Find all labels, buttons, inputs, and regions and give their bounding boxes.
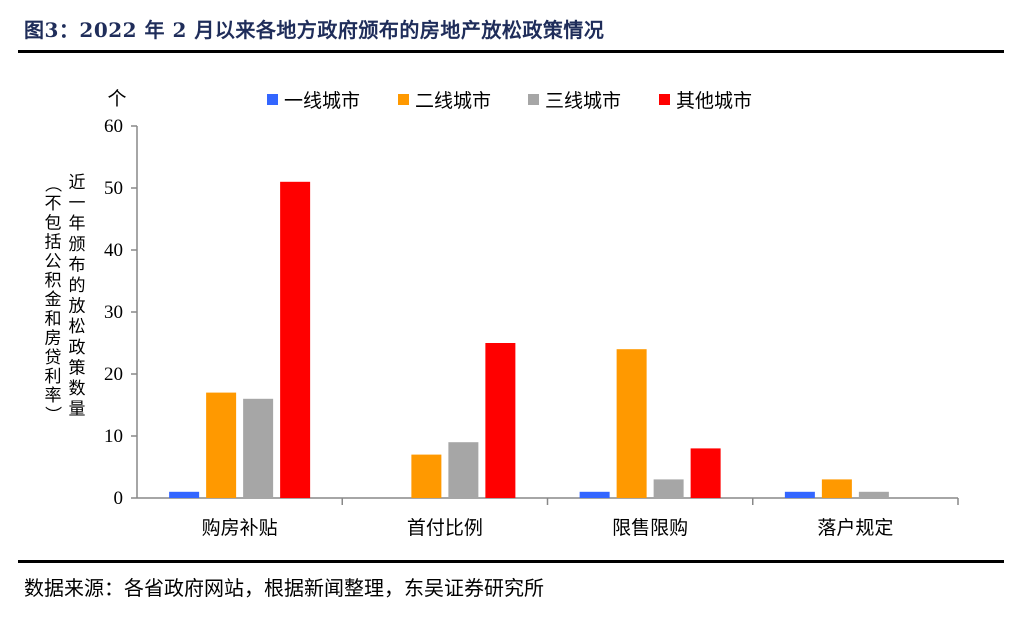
figure-source: 数据来源：各省政府网站，根据新闻整理，东吴证券研究所	[24, 576, 544, 600]
legend-label: 二线城市	[415, 90, 491, 112]
y-title-char: 一	[69, 194, 86, 214]
bottom-rule	[18, 560, 1004, 563]
y-tick-label: 60	[104, 116, 123, 137]
x-category-label: 购房补贴	[202, 517, 278, 539]
bar	[653, 479, 684, 498]
y-title-char: 政	[69, 338, 86, 358]
y-title-char: 放	[69, 297, 86, 317]
bar	[411, 454, 442, 498]
bar	[690, 448, 721, 498]
bar	[485, 343, 516, 498]
y-title-char: 和	[45, 309, 62, 329]
bar	[579, 491, 610, 498]
x-category-label: 落户规定	[817, 517, 893, 539]
y-title-char: 金	[45, 290, 62, 310]
legend-label: 其他城市	[676, 90, 752, 112]
legend-swatch	[659, 94, 670, 105]
y-title-char: （	[42, 176, 62, 193]
y-title-char: 松	[69, 317, 86, 337]
bar	[206, 392, 237, 498]
legend-label: 三线城市	[545, 90, 621, 112]
y-tick-label: 20	[104, 364, 123, 385]
y-title-char: ）	[42, 406, 62, 423]
bar	[280, 181, 311, 499]
bar	[784, 491, 815, 498]
y-title-char: 房	[45, 329, 62, 349]
y-title-char: 包	[45, 213, 62, 233]
legend-swatch	[398, 94, 409, 105]
legend-label: 一线城市	[284, 90, 360, 112]
x-category-label: 限售限购	[612, 517, 688, 539]
y-tick-label: 50	[104, 178, 123, 199]
y-title-char: 的	[69, 276, 86, 296]
y-tick-label: 30	[104, 302, 123, 323]
x-category-label: 首付比例	[407, 517, 483, 539]
y-unit-label: 个	[107, 88, 126, 110]
y-title-char: 量	[69, 400, 86, 420]
y-title-char: 不	[45, 194, 62, 214]
bar	[169, 491, 200, 498]
y-title-char: 公	[45, 252, 62, 272]
bar	[448, 442, 479, 498]
y-tick-label: 0	[114, 488, 124, 509]
y-title-char: 数	[69, 379, 86, 399]
figure-title: 图3：2022 年 2 月以来各地方政府颁布的房地产放松政策情况	[24, 18, 605, 42]
bar	[821, 479, 852, 498]
y-title-char: 近	[69, 173, 86, 193]
chart-legend: 一线城市 二线城市 三线城市 其他城市	[267, 90, 752, 112]
y-title-char: 贷	[45, 348, 62, 368]
top-rule	[18, 50, 1004, 53]
y-title-char: 括	[45, 233, 62, 253]
y-title-char: 颁	[69, 235, 86, 255]
y-tick-label: 10	[104, 426, 123, 447]
y-title-char: 利	[45, 367, 62, 387]
y-title-char: 积	[45, 271, 62, 291]
bar	[616, 349, 647, 498]
bar	[858, 491, 889, 498]
bar	[243, 398, 274, 498]
y-title-char: 年	[69, 214, 86, 234]
y-tick-label: 40	[104, 240, 123, 261]
y-title-char: 策	[69, 358, 86, 378]
legend-swatch	[528, 94, 539, 105]
y-title-char: 率	[45, 386, 62, 406]
y-title-char: 布	[69, 255, 86, 275]
legend-swatch	[267, 94, 278, 105]
chart-bars	[169, 181, 889, 499]
